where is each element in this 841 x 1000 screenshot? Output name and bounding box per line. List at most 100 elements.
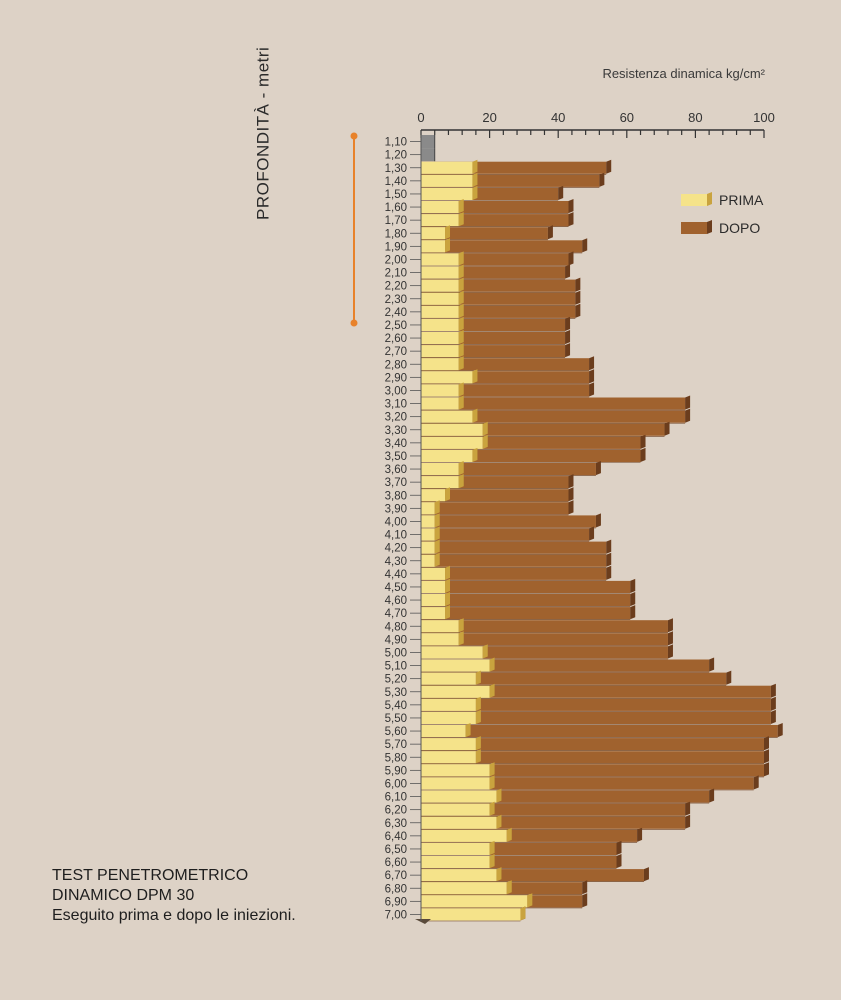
prima-bar: [421, 447, 478, 462]
x-tick-label: 20: [482, 110, 496, 125]
dopo-bar: [421, 135, 436, 149]
prima-bar: [421, 474, 464, 489]
prima-bar: [421, 854, 495, 869]
depth-label: 5,70: [385, 739, 407, 751]
bars-group: [415, 135, 783, 924]
x-tick-label: 0: [417, 110, 424, 125]
depth-label: 3,50: [385, 451, 407, 463]
prima-bar: [421, 316, 464, 331]
depth-label: 6,10: [385, 792, 407, 804]
depth-label: 1,90: [385, 241, 407, 253]
prima-bar: [421, 880, 512, 895]
description-line-2: DINAMICO DPM 30: [52, 887, 195, 904]
prima-bar: [421, 343, 464, 358]
depth-label: 5,40: [385, 700, 407, 712]
prima-bar: [421, 736, 481, 751]
dopo-bar: [421, 408, 691, 423]
prima-bar: [421, 461, 464, 476]
dopo-bar: [421, 487, 574, 502]
dopo-bar: [421, 605, 636, 620]
legend-label: PRIMA: [719, 192, 764, 208]
depth-label: 3,60: [385, 464, 407, 476]
prima-bar: [421, 906, 526, 921]
depth-label: 7,00: [385, 909, 407, 921]
dopo-bar: [421, 631, 673, 646]
depth-label: 5,10: [385, 661, 407, 673]
depth-label: 5,30: [385, 687, 407, 699]
x-tick-label: 100: [753, 110, 775, 125]
depth-label: 1,10: [385, 137, 407, 149]
x-tick-label: 60: [620, 110, 634, 125]
depth-label: 1,20: [385, 150, 407, 162]
dopo-bar: [421, 736, 769, 751]
prima-bar: [421, 434, 488, 449]
prima-bar: [421, 238, 451, 253]
depth-label: 3,40: [385, 438, 407, 450]
depth-label: 2,90: [385, 372, 407, 384]
depth-label: 4,20: [385, 543, 407, 555]
dopo-bar: [421, 618, 673, 633]
prima-bar: [421, 762, 495, 777]
prima-bar: [421, 657, 495, 672]
depth-label: 2,20: [385, 281, 407, 293]
prima-bar: [421, 303, 464, 318]
prima-bar: [421, 683, 495, 698]
prima-bar: [421, 264, 464, 279]
depth-label: 6,30: [385, 818, 407, 830]
dopo-bar: [421, 238, 588, 253]
prima-bar: [421, 330, 464, 345]
dopo-bar: [421, 395, 691, 410]
depth-label: 5,20: [385, 674, 407, 686]
prima-bar: [421, 369, 478, 384]
depth-range-marker: [350, 132, 358, 327]
dopo-bar: [421, 762, 769, 777]
prima-bar: [421, 539, 440, 554]
depth-label: 6,80: [385, 883, 407, 895]
prima-bar: [421, 251, 464, 266]
description-line-3: Eseguito prima e dopo le iniezioni.: [52, 907, 296, 924]
prima-bar: [421, 487, 451, 502]
x-axis: 0 20 40 60 80 100: [417, 110, 775, 138]
depth-label: 3,80: [385, 490, 407, 502]
prima-bar: [421, 723, 471, 738]
dopo-bar: [421, 148, 436, 162]
prima-bar: [421, 644, 488, 659]
dopo-bar: [421, 526, 595, 541]
depth-label: 5,60: [385, 726, 407, 738]
dopo-bar: [421, 578, 636, 593]
dopo-bar: [421, 500, 574, 515]
prima-bar: [421, 775, 495, 790]
x-tick-label: 40: [551, 110, 565, 125]
prima-bar: [421, 827, 512, 842]
depth-label: 2,50: [385, 320, 407, 332]
dopo-bar: [421, 723, 783, 738]
depth-label: 1,40: [385, 176, 407, 188]
prima-bar: [421, 592, 451, 607]
prima-bar: [421, 631, 464, 646]
prima-bar: [421, 605, 451, 620]
prima-bar: [421, 578, 451, 593]
depth-label: 3,10: [385, 399, 407, 411]
depth-label: 3,00: [385, 385, 407, 397]
depth-label: 2,60: [385, 333, 407, 345]
prima-bar: [421, 814, 502, 829]
dopo-bar: [421, 696, 776, 711]
depth-label: 3,20: [385, 412, 407, 424]
depth-label: 2,10: [385, 268, 407, 280]
x-axis-label: Resistenza dinamica kg/cm²: [602, 66, 765, 81]
prima-bar: [421, 159, 478, 174]
depth-label: 1,30: [385, 163, 407, 175]
dopo-bar: [421, 461, 601, 476]
prima-bar: [421, 199, 464, 214]
depth-label: 3,70: [385, 477, 407, 489]
depth-label: 6,00: [385, 778, 407, 790]
dopo-bar: [421, 565, 612, 580]
dopo-bar: [421, 513, 601, 528]
dopo-bar: [421, 683, 776, 698]
depth-label: 2,80: [385, 359, 407, 371]
depth-label: 4,30: [385, 556, 407, 568]
prima-bar: [421, 500, 440, 515]
prima-bar: [421, 618, 464, 633]
x-tick-label: 80: [688, 110, 702, 125]
